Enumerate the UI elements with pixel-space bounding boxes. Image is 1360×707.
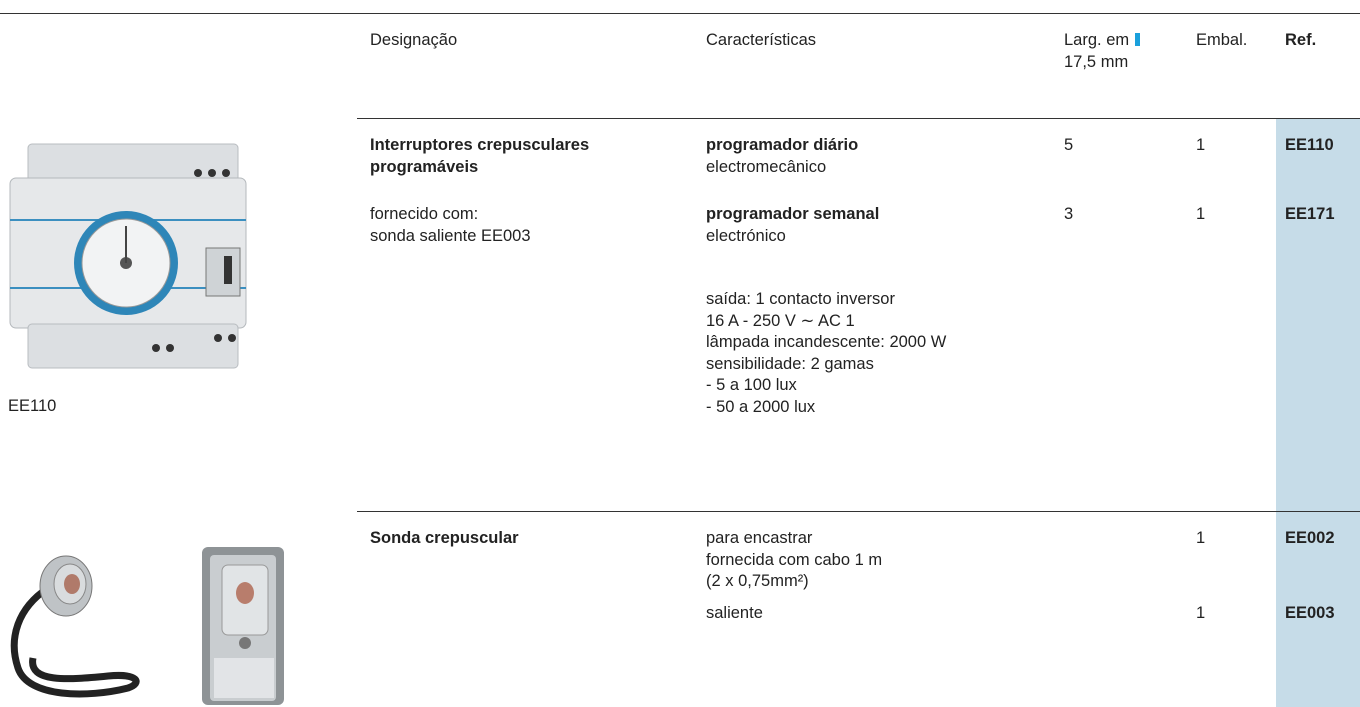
pack-value: 1 <box>1196 529 1206 547</box>
ref-value: EE002 <box>1285 529 1335 547</box>
col-header: 17,5 mm <box>1064 53 1129 71</box>
feature-line: fornecida com cabo 1 m <box>706 551 883 569</box>
spec-line: sensibilidade: 2 gamas <box>706 355 874 373</box>
feature-title: programador diário <box>706 136 859 154</box>
col-header: Larg. em <box>1064 29 1141 51</box>
col-header: Características <box>706 31 817 49</box>
spec-line: - 5 a 100 lux <box>706 376 797 394</box>
pack-value: 1 <box>1196 205 1206 223</box>
feature-sub: electromecânico <box>706 158 827 176</box>
ref-value: EE003 <box>1285 604 1335 622</box>
section-title: Interruptores crepusculares programáveis <box>370 136 590 176</box>
product-image-ee110 <box>9 143 247 369</box>
feature-sub: electrónico <box>706 227 786 245</box>
product-image-ee002 <box>10 555 140 698</box>
section-rule <box>357 118 1360 119</box>
col-header: Designação <box>370 31 458 49</box>
width-value: 3 <box>1064 205 1074 223</box>
section-title: Sonda crepuscular <box>370 529 519 547</box>
feature-line: para encastrar <box>706 529 813 547</box>
product-image-ee003 <box>202 547 284 705</box>
ref-column-bg <box>1276 119 1360 707</box>
spec-line: saída: 1 contacto inversor <box>706 290 895 308</box>
feature-line: saliente <box>706 604 763 622</box>
note: fornecido com: <box>370 205 479 223</box>
image-caption: EE110 <box>8 397 57 415</box>
spec-line: lâmpada incandescente: 2000 W <box>706 333 947 351</box>
ref-value: EE171 <box>1285 205 1335 223</box>
module-icon <box>1135 33 1141 46</box>
section-rule <box>357 511 1360 512</box>
pack-value: 1 <box>1196 604 1206 622</box>
feature-line: (2 x 0,75mm²) <box>706 572 809 590</box>
spec-line: - 50 a 2000 lux <box>706 398 816 416</box>
width-value: 5 <box>1064 136 1074 154</box>
col-header-text: Larg. em <box>1064 31 1130 49</box>
top-rule <box>0 13 1360 14</box>
note: sonda saliente EE003 <box>370 227 531 245</box>
col-header: Embal. <box>1196 31 1248 49</box>
col-header: Ref. <box>1285 31 1317 49</box>
pack-value: 1 <box>1196 136 1206 154</box>
spec-line: 16 A - 250 V ∼ AC 1 <box>706 312 855 330</box>
ref-value: EE110 <box>1285 136 1334 154</box>
feature-title: programador semanal <box>706 205 880 223</box>
